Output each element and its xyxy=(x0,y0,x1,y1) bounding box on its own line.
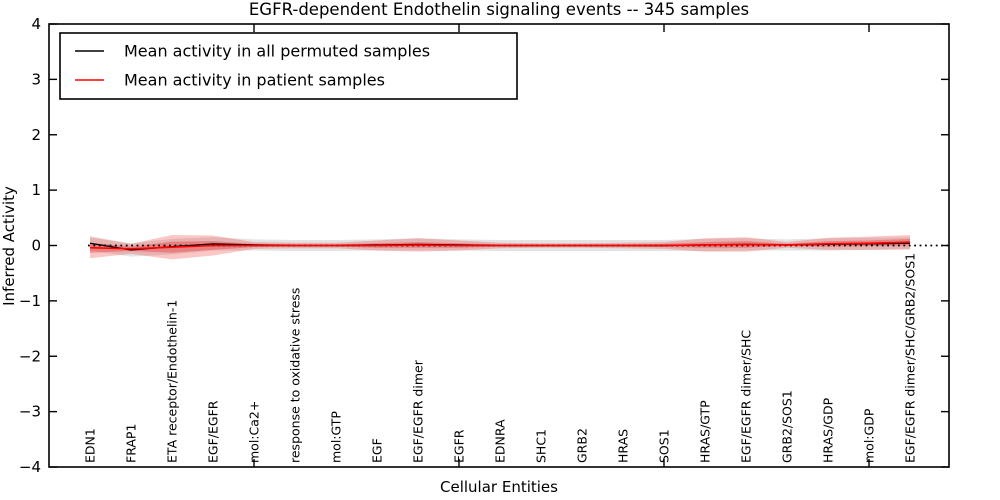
x-category-label: response to oxidative stress xyxy=(288,288,303,463)
x-category-label: mol:GDP xyxy=(862,408,877,463)
band-layer xyxy=(90,234,910,260)
x-category-label: FRAP1 xyxy=(124,424,139,463)
ytick-label-layer: 4 3 2 1 0 −1 −2 −3 −4 xyxy=(19,15,41,476)
legend-label-1: Mean activity in patient samples xyxy=(124,71,385,90)
legend-box xyxy=(59,32,518,100)
x-category-label: GRB2/SOS1 xyxy=(780,390,795,463)
x-category-label: EGF xyxy=(370,438,385,463)
x-category-label: EGF/EGFR dimer/SHC xyxy=(739,330,754,463)
y-tick-label: −3 xyxy=(19,403,41,421)
xtick-label-layer: EDN1 FRAP1 ETA receptor/Endothelin-1 EGF/EG… xyxy=(83,253,918,463)
x-axis-label: Cellular Entities xyxy=(440,478,558,496)
x-category-label: GRB2 xyxy=(575,428,590,463)
y-tick-label: −1 xyxy=(19,292,41,310)
legend-items: Mean activity in all permuted samples Mea… xyxy=(75,42,430,90)
x-category-label: HRAS xyxy=(616,429,631,463)
x-category-label: EDNRA xyxy=(493,419,508,463)
y-tick-label: 2 xyxy=(31,126,41,144)
legend-label-0: Mean activity in all permuted samples xyxy=(124,42,430,61)
series-line-layer xyxy=(89,241,911,251)
y-tick-label: 3 xyxy=(31,70,41,88)
plot-frame xyxy=(48,23,950,468)
y-tick-label: 0 xyxy=(31,237,41,255)
x-category-label: SOS1 xyxy=(657,429,672,463)
x-category-label: EDN1 xyxy=(83,428,98,463)
chart-title: EGFR-dependent Endothelin signaling even… xyxy=(249,0,749,19)
y-tick-label: 4 xyxy=(31,15,41,33)
series-line-patient xyxy=(89,241,911,250)
x-category-label: HRAS/GDP xyxy=(821,397,836,463)
x-category-label: mol:Ca2+ xyxy=(247,401,262,463)
x-category-label: ETA receptor/Endothelin-1 xyxy=(165,300,180,463)
x-category-label: HRAS/GTP xyxy=(698,400,713,463)
x-category-label: EGF/EGFR xyxy=(206,400,221,463)
x-category-label: EGF/EGFR dimer/SHC/GRB2/SOS1 xyxy=(903,253,918,463)
patient-std-band-outer xyxy=(90,234,910,260)
x-category-label: mol:GTP xyxy=(329,411,344,463)
x-category-label: EGF/EGFR dimer xyxy=(411,359,426,463)
y-tick-label: −4 xyxy=(19,458,41,476)
legend: Mean activity in all permuted samples Mea… xyxy=(59,32,518,100)
y-tick-label: 1 xyxy=(31,181,41,199)
x-category-label: SHC1 xyxy=(534,429,549,463)
x-category-label: EGFR xyxy=(452,429,467,463)
y-axis-label: Inferred Activity xyxy=(0,186,18,306)
y-tick-label: −2 xyxy=(19,347,41,365)
